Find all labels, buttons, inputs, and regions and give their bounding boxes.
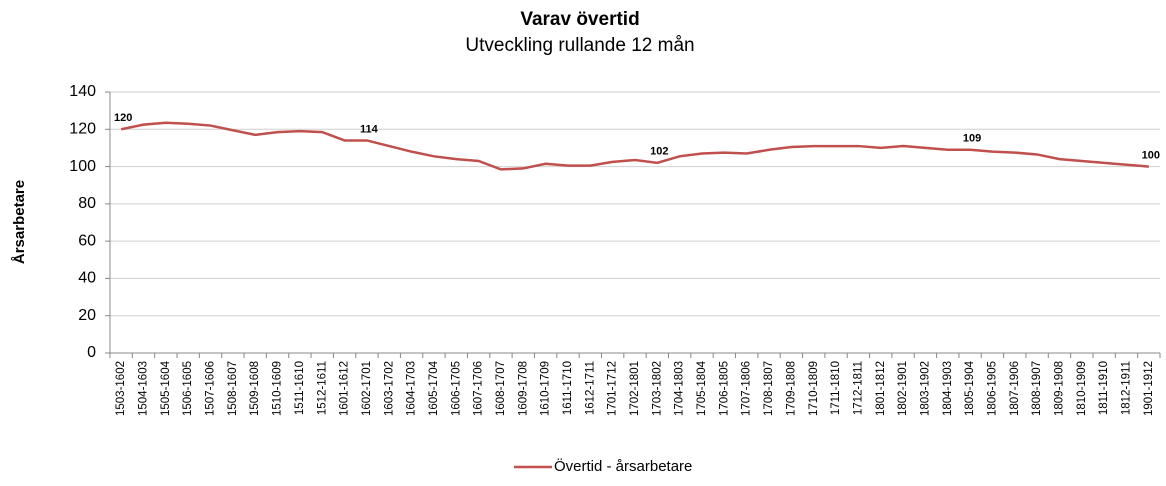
x-tick-label: 1602-1701 xyxy=(361,361,373,416)
data-label: 120 xyxy=(114,112,132,124)
x-tick-label: 1808-1907 xyxy=(1031,361,1043,416)
x-tick-label: 1605-1704 xyxy=(428,360,440,416)
x-tick-label: 1611-1710 xyxy=(562,361,574,415)
x-tick-label: 1503-1602 xyxy=(115,361,127,416)
x-tick-label: 1609-1708 xyxy=(517,361,529,416)
x-tick-label: 1508-1607 xyxy=(227,361,239,416)
data-label: 100 xyxy=(1142,149,1160,161)
x-tick-label: 1603-1702 xyxy=(383,361,395,416)
legend-label: Övertid - årsarbetare xyxy=(554,457,692,475)
y-tick-label: 60 xyxy=(78,232,96,249)
x-tick-label: 1604-1703 xyxy=(406,361,418,416)
x-tick-label: 1809-1908 xyxy=(1053,361,1065,416)
y-tick-label: 120 xyxy=(69,121,96,138)
x-tick-label: 1505-1604 xyxy=(160,360,172,416)
y-tick-label: 140 xyxy=(69,83,96,100)
x-tick-label: 1706-1805 xyxy=(718,361,730,416)
x-tick-label: 1803-1902 xyxy=(919,361,931,416)
x-tick-label: 1612-1711 xyxy=(584,361,596,415)
x-tick-label: 1812-1911 xyxy=(1121,361,1133,415)
x-tick-label: 1709-1808 xyxy=(785,361,797,416)
x-tick-label: 1509-1608 xyxy=(249,361,261,416)
x-tick-label: 1601-1612 xyxy=(339,361,351,416)
x-tick-label: 1801-1812 xyxy=(875,361,887,416)
y-tick-label: 80 xyxy=(78,195,96,212)
y-tick-label: 40 xyxy=(78,270,96,287)
y-tick-label: 0 xyxy=(87,344,96,361)
y-tick-label: 20 xyxy=(78,307,96,324)
chart-subtitle: Utveckling rullande 12 mån xyxy=(465,35,694,56)
x-tick-label: 1512-1611 xyxy=(316,361,328,415)
x-tick-label: 1510-1609 xyxy=(272,361,284,416)
x-tick-label: 1606-1705 xyxy=(450,361,462,416)
data-label: 109 xyxy=(963,133,981,145)
x-tick-label: 1506-1605 xyxy=(182,361,194,416)
x-tick-label: 1810-1909 xyxy=(1076,361,1088,416)
x-tick-label: 1805-1904 xyxy=(964,360,976,416)
x-tick-label: 1504-1603 xyxy=(138,361,150,416)
x-tick-label: 1901-1912 xyxy=(1143,361,1155,416)
x-tick-label: 1705-1804 xyxy=(696,360,708,416)
data-label: 114 xyxy=(360,123,379,135)
x-tick-label: 1507-1606 xyxy=(205,361,217,416)
x-tick-label: 1804-1903 xyxy=(942,361,954,416)
x-tick-label: 1807-1906 xyxy=(1009,361,1021,416)
x-tick-label: 1711-1810 xyxy=(830,361,842,415)
chart-title: Varav övertid xyxy=(520,9,639,30)
x-tick-label: 1704-1803 xyxy=(674,361,686,416)
x-tick-label: 1710-1809 xyxy=(808,361,820,416)
x-tick-label: 1608-1707 xyxy=(495,361,507,416)
x-tick-label: 1712-1811 xyxy=(852,361,864,415)
x-tick-label: 1811-1910 xyxy=(1098,361,1110,415)
x-tick-label: 1703-1802 xyxy=(651,361,663,416)
x-tick-label: 1708-1807 xyxy=(763,361,775,416)
y-tick-label: 100 xyxy=(69,158,96,175)
data-label: 102 xyxy=(650,146,668,158)
x-tick-label: 1707-1806 xyxy=(741,361,753,416)
x-tick-label: 1511-1610 xyxy=(294,361,306,415)
x-tick-label: 1802-1901 xyxy=(897,361,909,416)
x-tick-label: 1702-1801 xyxy=(629,361,641,416)
x-tick-label: 1806-1905 xyxy=(986,361,998,416)
x-tick-label: 1701-1712 xyxy=(607,361,619,416)
line-series xyxy=(120,121,1149,171)
y-axis-title: Årsarbetare xyxy=(11,180,28,264)
x-tick-label: 1610-1709 xyxy=(540,361,552,416)
x-tick-label: 1607-1706 xyxy=(473,361,485,416)
